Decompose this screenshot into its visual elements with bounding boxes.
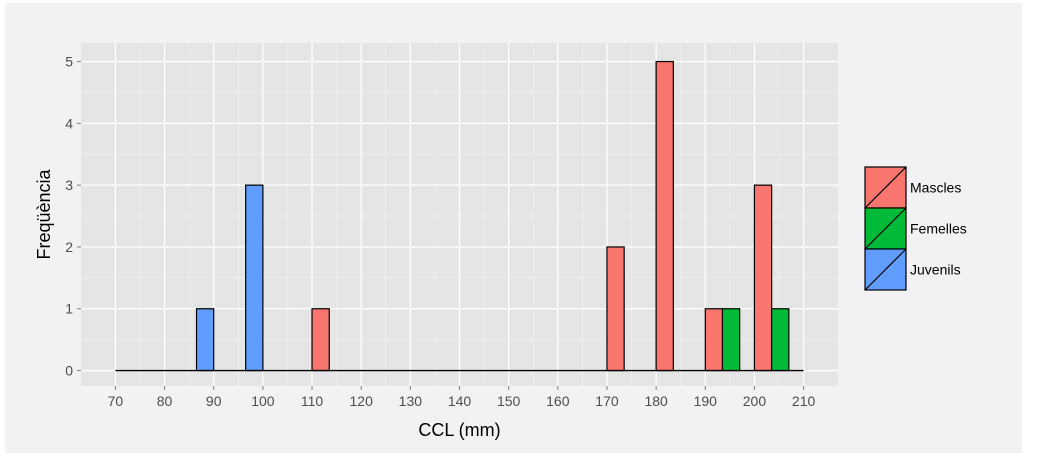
y-tick-label: 3 [65,177,73,193]
bar-mascles [655,60,674,372]
bar-femelles [771,308,790,372]
x-tick-label: 140 [448,393,472,409]
bar-juvenils [245,184,264,372]
chart-frame: 70 80 90 100 110 120 130 140 150 160 170 180 190 200 2… [5,3,1022,453]
bar-mascles [753,184,773,372]
x-tick-label: 120 [350,393,374,409]
y-axis-title: Freqüència [34,168,54,259]
y-tick-label: 5 [65,54,73,70]
histogram-chart: 70 80 90 100 110 120 130 140 150 160 170 180 190 200 2… [34,43,967,440]
bar-mascles [606,246,625,372]
bars-group [115,60,804,372]
x-tick-label: 70 [108,393,124,409]
x-tick-label: 130 [399,393,423,409]
x-axis-title: CCL (mm) [418,420,500,440]
legend-swatch-diagonal [864,248,907,291]
x-tick-label: 80 [157,393,173,409]
bar-mascles [311,308,330,372]
x-tick-label: 200 [743,393,767,409]
legend-swatch-diagonal [864,166,907,209]
legend-label-femelles: Femelles [910,221,967,237]
x-tick-label: 100 [251,393,275,409]
y-tick-label: 4 [65,115,73,131]
x-tick-label: 180 [644,393,668,409]
bar-juvenils [195,308,215,372]
x-tick-label: 170 [595,393,619,409]
y-tick-label: 1 [65,301,73,317]
y-tick-label: 2 [65,239,73,255]
bar-femelles [721,308,741,372]
x-tick-label: 110 [301,393,324,409]
legend-label-juvenils: Juvenils [910,262,961,278]
x-tick-label: 210 [792,393,816,409]
legend: Mascles Femelles Juvenils [864,166,967,291]
y-tick-label: 0 [65,363,73,379]
x-tick-label: 190 [694,393,718,409]
legend-label-mascles: Mascles [910,180,961,196]
axes-group: 70 80 90 100 110 120 130 140 150 160 170 180 190 200 2… [65,54,815,409]
bar-mascles [704,308,724,372]
legend-swatch-diagonal [864,207,907,250]
x-tick-label: 160 [546,393,570,409]
x-tick-label: 150 [497,393,521,409]
x-tick-label: 90 [206,393,222,409]
